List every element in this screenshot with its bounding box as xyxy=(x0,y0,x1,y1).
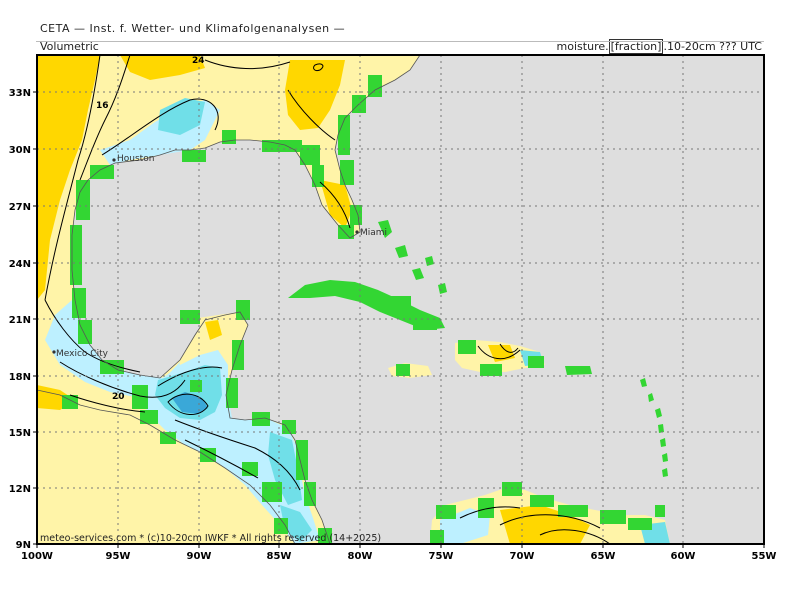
header-divider xyxy=(36,41,764,42)
lon-label: 90W xyxy=(187,551,212,562)
wet-patch-texas xyxy=(158,98,205,135)
mexico-city-dot xyxy=(52,350,56,354)
contour-label: 16 xyxy=(96,101,109,111)
lat-label: 9N xyxy=(16,540,31,551)
city-miami: Miami xyxy=(360,228,387,238)
variable-unit: [fraction] xyxy=(608,39,664,54)
lon-label: 65W xyxy=(591,551,616,562)
map-title: CETA — Inst. f. Wetter- und Klimafolgena… xyxy=(40,22,346,35)
lat-label: 21N xyxy=(9,315,31,326)
contour-value-labels: 24 16 20 xyxy=(96,56,205,402)
lon-label: 55W xyxy=(752,551,777,562)
lat-label: 33N xyxy=(9,88,31,99)
wet-panama xyxy=(280,505,312,542)
lat-label: 30N xyxy=(9,145,31,156)
axis-ticks xyxy=(33,91,765,548)
yucatan-dry xyxy=(205,320,222,340)
contour-lines xyxy=(44,55,611,544)
variable-prefix: moisture. xyxy=(556,40,609,53)
land-bahamas xyxy=(378,220,447,294)
land-puerto-rico xyxy=(565,366,592,375)
lat-label: 27N xyxy=(9,202,31,213)
miami-dot xyxy=(355,230,359,234)
variable-suffix: .10-20cm ??? UTC xyxy=(663,40,762,53)
lon-label: 60W xyxy=(671,551,696,562)
map-frame xyxy=(36,54,765,545)
lon-label: 95W xyxy=(106,551,131,562)
dry-region-west xyxy=(37,55,100,300)
lon-label: 80W xyxy=(348,551,373,562)
city-houston: Houston xyxy=(117,154,154,164)
lon-label: 75W xyxy=(429,551,454,562)
latitude-labels: 33N 30N 27N 24N 21N 18N 15N 12N 9N xyxy=(9,88,31,551)
lon-label: 70W xyxy=(510,551,535,562)
land-cuba xyxy=(288,280,445,330)
variable-type-label: Volumetric xyxy=(40,40,99,53)
lon-label: 85W xyxy=(267,551,292,562)
lat-label: 24N xyxy=(9,259,31,270)
credit-line: meteo-services.com * (c)10-20cm IWKF * A… xyxy=(40,533,381,544)
dry-region-alabama xyxy=(285,60,345,130)
coastlines xyxy=(37,55,421,544)
dry-region-north xyxy=(120,55,205,80)
contour-label: 20 xyxy=(112,392,125,402)
city-mexico-city: Mexico City xyxy=(56,349,109,359)
city-markers: Houston Miami Mexico City xyxy=(52,154,387,359)
land-north-america xyxy=(37,55,420,544)
lat-label: 18N xyxy=(9,372,31,383)
variable-label: moisture. [fraction] .10-20cm ??? UTC xyxy=(556,39,762,54)
land-lesser-antilles xyxy=(640,378,668,477)
longitude-labels: 100W 95W 90W 85W 80W 75W 70W 65W 60W 55W xyxy=(21,551,776,562)
lat-label: 15N xyxy=(9,428,31,439)
graticule xyxy=(37,55,764,544)
houston-dot xyxy=(112,158,116,162)
lon-label: 100W xyxy=(21,551,53,562)
dry-region-florida xyxy=(320,180,352,228)
contour-label: 24 xyxy=(192,56,205,66)
lat-label: 12N xyxy=(9,484,31,495)
